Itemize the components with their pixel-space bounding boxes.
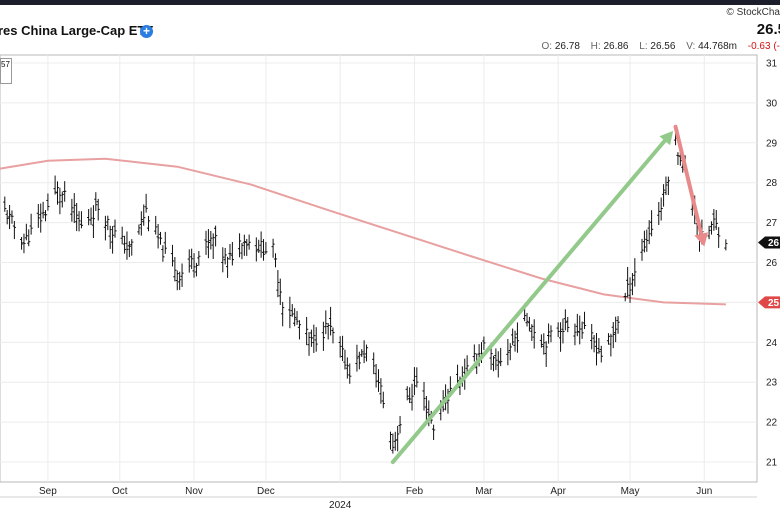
change-value: -0.63 (- <box>747 41 780 52</box>
x-axis: Sep Oct Nov Dec 2024 Feb Mar Apr May Jun <box>0 486 757 511</box>
legend-box: 57 <box>0 58 12 84</box>
low-value: 26.56 <box>650 41 676 52</box>
y-tick-label: 22 <box>766 418 778 429</box>
ohlc-readout: O: 26.78 H: 26.86 L: 26.56 V: 44.768m -0… <box>534 41 780 52</box>
x-tick-label: 2024 <box>329 500 352 511</box>
x-tick-label: May <box>621 486 640 497</box>
x-tick-label: Nov <box>185 486 203 497</box>
trend-arrow-line <box>390 138 667 465</box>
last-price: 26.5 <box>756 21 780 38</box>
ma-tag-bg <box>758 296 780 309</box>
y-tick-label: 31 <box>766 58 778 69</box>
high-value: 26.86 <box>603 41 629 52</box>
x-tick-label: Dec <box>257 486 275 497</box>
y-tick-label: 24 <box>766 338 778 349</box>
y-tick-label: 26 <box>766 258 778 269</box>
price-tags: 26 25 <box>758 236 780 309</box>
y-tick-label: 21 <box>766 458 778 469</box>
open-value: 26.78 <box>554 41 580 52</box>
trend-arrow-head <box>659 130 674 146</box>
y-tick-label: 28 <box>766 178 778 189</box>
volume-value: 44.768m <box>698 41 737 52</box>
chart-header: res China Large-Cap ETF + © StockCha 26.… <box>0 5 780 55</box>
brand-watermark: © StockCha <box>726 7 780 18</box>
trend-arrow-line <box>673 124 704 236</box>
last-price-tag-label: 26 <box>768 238 780 249</box>
price-bars-layer <box>3 125 728 454</box>
y-tick-label: 29 <box>766 138 778 149</box>
x-tick-label: Mar <box>475 486 493 497</box>
x-tick-label: Feb <box>406 486 424 497</box>
trend-arrow-head <box>694 232 709 247</box>
ma-tag-label: 25 <box>768 298 780 309</box>
last-price-tag-bg <box>758 236 780 249</box>
y-tick-label: 23 <box>766 378 778 389</box>
y-tick-label: 27 <box>766 218 778 229</box>
legend-line-1: 57 <box>1 60 10 69</box>
y-axis: 31 30 29 28 27 26 25 24 23 22 21 <box>766 58 778 468</box>
y-tick-label: 30 <box>766 98 778 109</box>
low-label: L: <box>639 41 648 52</box>
plus-icon[interactable]: + <box>140 25 153 38</box>
x-tick-label: Jun <box>696 486 712 497</box>
moving-average-line <box>0 157 726 306</box>
open-label: O: <box>541 41 553 52</box>
x-tick-label: Sep <box>39 486 57 497</box>
plot-area <box>0 54 758 483</box>
moving-average-layer <box>0 157 726 306</box>
trend-arrows-layer <box>390 124 709 465</box>
high-label: H: <box>590 41 601 52</box>
top-border <box>0 0 780 5</box>
volume-label: V: <box>686 41 696 52</box>
x-tick-label: Apr <box>550 486 566 497</box>
chart-title: res China Large-Cap ETF <box>0 23 154 38</box>
x-tick-label: Oct <box>112 486 128 497</box>
